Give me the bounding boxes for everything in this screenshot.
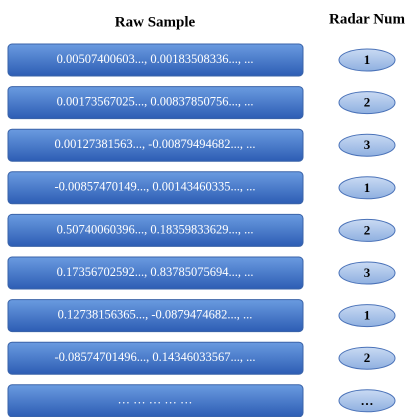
radar-num: 1 (364, 180, 371, 195)
radar-badge (338, 176, 396, 200)
radar-badge (338, 48, 396, 72)
sample-box (7, 86, 304, 120)
radar-num: 1 (364, 52, 371, 67)
sample-box (7, 171, 304, 205)
sample-text: 0.12738156365..., -0.0879474682..., ... (58, 307, 253, 321)
radar-badge (338, 389, 396, 413)
radar-num: 2 (364, 350, 371, 365)
sample-box (7, 213, 304, 247)
sample-box (7, 256, 304, 290)
raw-header: Raw Sample (115, 14, 196, 30)
sample-box (7, 128, 304, 162)
radar-num: 1 (364, 308, 371, 323)
rows: 0.00507400603..., 0.00183508336..., ... 1… (7, 43, 396, 417)
radar-badge (338, 91, 396, 115)
sample-box (7, 43, 304, 77)
radar-badge (338, 346, 396, 370)
radar-num: 3 (364, 137, 371, 152)
sample-text: 0.50740060396..., 0.18359833629..., ... (57, 222, 254, 236)
radar-badge (338, 218, 396, 242)
sample-text: … … … … … (118, 393, 193, 407)
radar-badge (338, 304, 396, 328)
sample-box (7, 299, 304, 333)
sample-text: 0.17356702592..., 0.83785075694..., ... (57, 265, 254, 279)
radar-num: 2 (364, 95, 371, 110)
sample-text: 0.00173567025..., 0.00837850756..., ... (57, 94, 254, 108)
sample-text: -0.00857470149..., 0.00143460335..., ... (54, 180, 255, 194)
radar-badge (338, 261, 396, 285)
radar-num: 3 (364, 265, 371, 280)
radar-num: 2 (364, 222, 371, 237)
radar-num: … (361, 393, 374, 408)
radar-badge (338, 133, 396, 157)
sample-text: 0.00507400603..., 0.00183508336..., ... (57, 52, 254, 66)
sample-text: -0.08574701496..., 0.14346033567..., ... (54, 350, 255, 364)
radar-header: Radar Num (329, 11, 405, 27)
sample-box (7, 341, 304, 375)
sample-text: 0.00127381563..., -0.00879494682..., ... (54, 137, 255, 151)
